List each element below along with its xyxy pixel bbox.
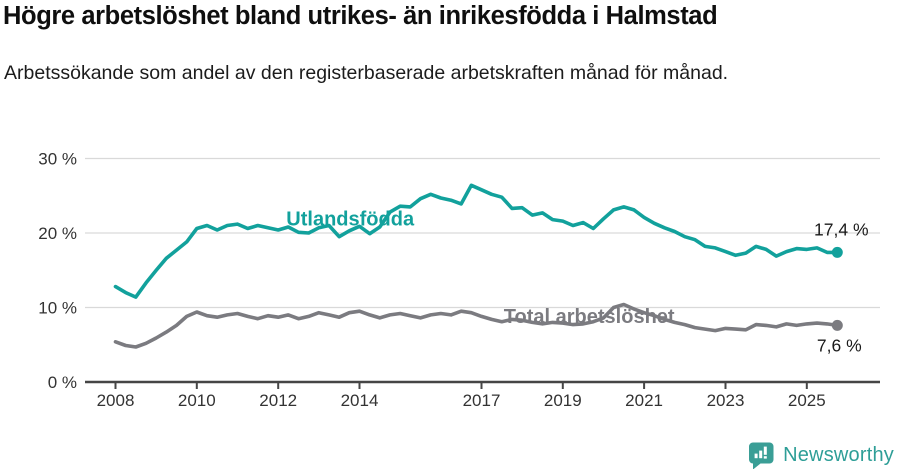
series-end-dot-1 (831, 246, 843, 258)
series-end-dot-2 (831, 319, 843, 331)
series-end-value-1: 17,4 % (814, 219, 868, 239)
bar-chart-bar-2 (759, 450, 763, 459)
x-tick-label: 2017 (463, 391, 501, 410)
series-label-2: Total arbetslöshet (504, 306, 675, 328)
x-tick-label: 2023 (707, 391, 745, 410)
exclamation-bar (763, 446, 767, 455)
x-tick-label: 2008 (97, 391, 135, 410)
chart-title: Högre arbetslöshet bland utrikes- än inr… (3, 2, 718, 30)
y-tick-label: 20 % (38, 224, 77, 243)
x-tick-label: 2019 (544, 391, 582, 410)
series-end-value-2: 7,6 % (817, 335, 862, 355)
series-line-1 (113, 183, 840, 299)
y-tick-label: 0 % (48, 373, 77, 392)
bar-chart-bar-1 (754, 453, 758, 459)
brand-footer[interactable]: Newsworthy (748, 441, 894, 469)
series-label-1: Utlandsfödda (286, 209, 415, 231)
y-tick-label: 10 % (38, 299, 77, 318)
x-tick-label: 2010 (178, 391, 216, 410)
y-tick-label: 30 % (38, 150, 77, 169)
x-tick-label: 2021 (625, 391, 663, 410)
brand-name[interactable]: Newsworthy (783, 443, 894, 466)
x-tick-label: 2025 (788, 391, 826, 410)
exclamation-dot (763, 456, 767, 459)
series-line-2 (113, 302, 840, 349)
line-chart: 30 % 20 % 10 % 0 % 2008 2010 2012 2014 2017 2019 2… (38, 150, 880, 410)
x-tick-label: 2014 (341, 391, 379, 410)
chart-subtitle: Arbetssökande som andel av den registerb… (4, 62, 729, 84)
x-tick-label: 2012 (259, 391, 297, 410)
newsworthy-logo-icon[interactable] (748, 441, 775, 469)
